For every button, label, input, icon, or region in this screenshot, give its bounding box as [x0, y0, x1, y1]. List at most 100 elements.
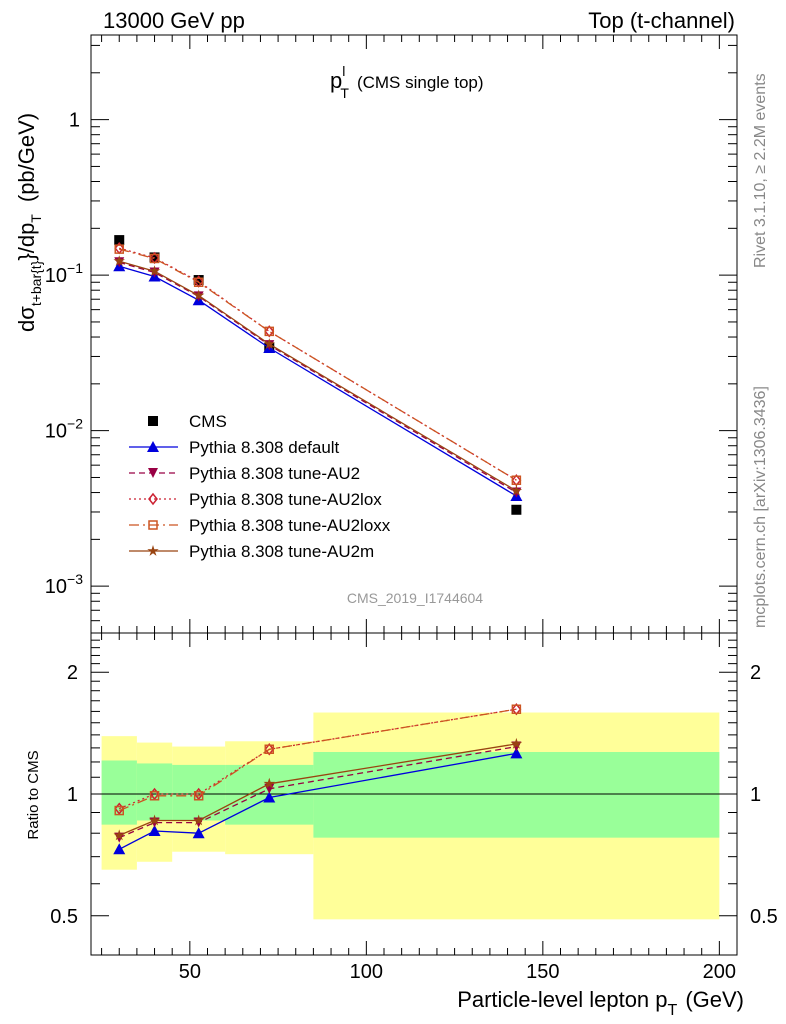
series-line: [119, 265, 517, 497]
data-point: [510, 484, 523, 496]
ratio-point: [114, 805, 124, 816]
legend-label: Pythia 8.308 tune-AU2m: [189, 542, 374, 561]
xlabel-sub: T: [668, 1002, 678, 1019]
series-line: [119, 261, 517, 494]
data-point: [264, 326, 275, 337]
legend-entry: CMS: [148, 412, 227, 431]
y-tick-label: 10−3: [45, 571, 83, 598]
ratio-point: [510, 747, 523, 759]
legend-label: Pythia 8.308 tune-AU2: [189, 464, 360, 483]
data-point: [149, 253, 160, 264]
ratio-point: [511, 703, 522, 716]
data-point: [148, 265, 161, 277]
main-axes: 1 10−1 10−2 10−3: [45, 34, 738, 634]
legend-label: CMS: [189, 412, 227, 431]
data-point: [193, 277, 204, 288]
ratio-line: [118, 708, 517, 812]
x-axis-label: Particle-level lepton pT (GeV): [457, 987, 744, 1019]
ratio-y-tick-label-right: 0.5: [750, 906, 778, 928]
ratio-point: [193, 791, 204, 801]
legend-marker: [148, 416, 158, 426]
xlabel-text: Particle-level lepton p: [457, 987, 667, 1012]
ratio-point: [510, 737, 523, 749]
ratio-y-tick-label-right: 2: [750, 662, 761, 684]
ratio-y-tick-label: 2: [67, 662, 78, 684]
ratio-series: [113, 703, 523, 855]
ratio-point: [148, 814, 161, 826]
series-line: [119, 247, 517, 481]
ratio-series-0: [113, 747, 523, 855]
main-series: [113, 235, 523, 515]
ratio-y-tick-label-right: 1: [750, 784, 761, 806]
ratio-point: [263, 777, 275, 789]
x-tick-label: 100: [350, 961, 383, 983]
ylabel-units: (pb/GeV): [14, 113, 39, 202]
data-point: [113, 255, 125, 266]
ratio-point: [264, 743, 275, 756]
ratio-axes: 50 100 150 200 0.5 0.5 1 1 2 2: [50, 632, 778, 983]
ratio-y-tick-label: 1: [67, 784, 78, 806]
ratio-series-3: [114, 704, 522, 816]
title-sup: l: [342, 63, 345, 79]
title-sub: T: [340, 85, 349, 101]
stat-uncertainty-band: [313, 752, 720, 838]
data-point: [193, 289, 205, 301]
x-tick-label: 150: [526, 961, 559, 983]
series-5: [113, 255, 523, 496]
legend-label: Pythia 8.308 default: [189, 438, 340, 457]
legend-marker: [148, 492, 158, 506]
title-p: p: [330, 68, 342, 93]
legend-entry: Pythia 8.308 default: [129, 438, 340, 457]
data-point: [114, 244, 124, 254]
ylabel-mid: }/dp: [14, 223, 39, 261]
header-right: Top (t-channel): [588, 8, 735, 33]
legend-entry: Pythia 8.308 tune-AU2lox: [129, 490, 382, 509]
ratio-point: [193, 814, 205, 826]
series-4: [114, 244, 522, 485]
main-title: pl T (CMS single top): [330, 63, 484, 101]
ratio-point: [192, 827, 205, 839]
y-tick-label: 1: [69, 110, 80, 132]
y-tick-label: 10−2: [45, 416, 83, 443]
legend-marker: [147, 545, 159, 556]
ratio-point: [113, 829, 125, 841]
title-rest: (CMS single top): [357, 73, 484, 92]
ylabel-d: dσ: [14, 306, 39, 332]
legend-entry: Pythia 8.308 tune-AU2: [129, 464, 360, 483]
stat-uncertainty-band: [172, 764, 226, 821]
header-left: 13000 GeV pp: [103, 8, 245, 33]
legend-label: Pythia 8.308 tune-AU2lox: [189, 490, 382, 509]
ratio-point: [264, 744, 275, 755]
rivet-label: Rivet 3.1.10, ≥ 2.2M events: [752, 73, 769, 268]
legend-label: Pythia 8.308 tune-AU2loxx: [189, 516, 391, 535]
data-point: [511, 475, 522, 485]
ratio-y-tick-label: 0.5: [50, 906, 78, 928]
main-frame: [90, 34, 738, 634]
mcplots-label: mcplots.cern.ch [arXiv:1306.3436]: [752, 386, 769, 628]
legend-entry: Pythia 8.308 tune-AU2loxx: [129, 516, 391, 535]
ratio-point: [511, 704, 522, 714]
main-y-label: dσt+bar{t}}/dpT (pb/GeV): [14, 113, 44, 332]
x-tick-label: 50: [179, 961, 201, 983]
ratio-point: [148, 825, 161, 837]
ratio-bands: [101, 712, 720, 920]
y-tick-label: 10−1: [45, 260, 83, 287]
ratio-y-label: Ratio to CMS: [25, 750, 42, 839]
data-point: [114, 235, 125, 246]
analysis-id: CMS_2019_I1744604: [347, 590, 483, 606]
data-point: [263, 338, 275, 349]
ratio-point: [263, 791, 276, 803]
data-point: [193, 275, 204, 286]
legend-marker: [148, 520, 158, 530]
ratio-point: [113, 843, 126, 855]
xlabel-units: (GeV): [685, 987, 744, 1012]
ratio-series-4: [113, 737, 523, 841]
legend-marker: [147, 441, 159, 452]
legend: CMS Pythia 8.308 default Pythia 8.308 tune…: [129, 412, 391, 561]
ratio-point: [149, 791, 160, 801]
ylabel-sub1: t+bar{t}: [28, 260, 44, 306]
ratio-line: [118, 708, 517, 810]
legend-entry: Pythia 8.308 tune-AU2m: [129, 542, 374, 561]
data-point: [511, 504, 522, 515]
